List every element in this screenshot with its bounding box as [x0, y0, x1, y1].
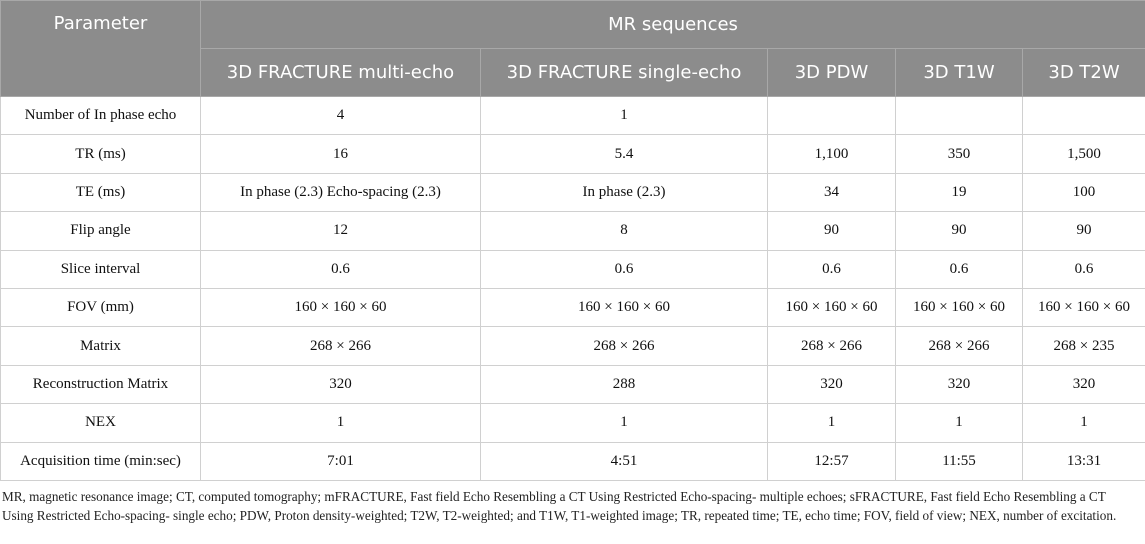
cell: 1,500	[1021, 134, 1145, 174]
cell: 320	[1021, 364, 1145, 405]
table-row: Slice interval 0.6 0.6 0.6 0.6 0.6	[0, 249, 1145, 289]
cell: 320	[767, 364, 896, 405]
cell: 90	[767, 211, 896, 251]
row-label: Acquisition time (min:sec)	[0, 441, 201, 481]
cell: 268 × 266	[767, 326, 896, 366]
table-row: FOV (mm) 160 × 160 × 60 160 × 160 × 60 160 …	[0, 287, 1145, 328]
cell: 320	[895, 364, 1023, 405]
cell: 1	[480, 95, 768, 136]
cell: 268 × 266	[895, 326, 1023, 366]
cell: 4:51	[480, 441, 768, 481]
table-row: Flip angle 12 8 90 90 90	[0, 211, 1145, 251]
cell	[767, 95, 896, 136]
table-row: Matrix 268 × 266 268 × 266 268 × 266 268 × 2…	[0, 326, 1145, 366]
cell: 160 × 160 × 60	[200, 287, 481, 328]
cell: 268 × 266	[200, 326, 481, 366]
footnote: MR, magnetic resonance image; CT, comput…	[2, 488, 1117, 523]
cell: 160 × 160 × 60	[480, 287, 768, 328]
row-label: Matrix	[0, 326, 201, 366]
row-label: Number of In phase echo	[0, 95, 201, 136]
column-header: 3D FRACTURE single-echo	[480, 48, 768, 97]
cell	[1021, 95, 1145, 136]
cell: 0.6	[480, 249, 768, 289]
cell: 90	[895, 211, 1023, 251]
cell: In phase (2.3)	[480, 172, 768, 213]
cell: 34	[767, 172, 896, 213]
row-label: TR (ms)	[0, 134, 201, 174]
cell: 19	[895, 172, 1023, 213]
cell: 16	[200, 134, 481, 174]
cell: 160 × 160 × 60	[895, 287, 1023, 328]
cell: 268 × 235	[1021, 326, 1145, 366]
parameters-table: Parameter MR sequences 3D FRACTURE multi…	[0, 0, 1145, 481]
cell: 1	[200, 403, 481, 443]
cell: 1	[1021, 403, 1145, 443]
cell: 0.6	[200, 249, 481, 289]
cell: 90	[1021, 211, 1145, 251]
cell: 350	[895, 134, 1023, 174]
cell: 1	[767, 403, 896, 443]
row-label: Reconstruction Matrix	[0, 364, 201, 405]
cell: 0.6	[895, 249, 1023, 289]
cell	[895, 95, 1023, 136]
cell: 12:57	[767, 441, 896, 481]
row-label: Slice interval	[0, 249, 201, 289]
cell: 288	[480, 364, 768, 405]
row-label: Flip angle	[0, 211, 201, 251]
cell: 7:01	[200, 441, 481, 481]
table-row: TE (ms) In phase (2.3) Echo-spacing (2.3)…	[0, 172, 1145, 213]
column-header: 3D T2W	[1021, 48, 1145, 97]
table-row: TR (ms) 16 5.4 1,100 350 1,500	[0, 134, 1145, 174]
column-header: 3D FRACTURE multi-echo	[200, 48, 481, 97]
cell: 1,100	[767, 134, 896, 174]
cell: 100	[1021, 172, 1145, 213]
cell: 0.6	[767, 249, 896, 289]
cell: 0.6	[1021, 249, 1145, 289]
table-row: Number of In phase echo 4 1	[0, 95, 1145, 136]
cell: 160 × 160 × 60	[1021, 287, 1145, 328]
cell: 13:31	[1021, 441, 1145, 481]
table-row: Acquisition time (min:sec) 7:01 4:51 12:57 1…	[0, 441, 1145, 481]
cell: 268 × 266	[480, 326, 768, 366]
cell: 320	[200, 364, 481, 405]
cell: 160 × 160 × 60	[767, 287, 896, 328]
cell: 5.4	[480, 134, 768, 174]
row-label: TE (ms)	[0, 172, 201, 213]
cell: 11:55	[895, 441, 1023, 481]
column-header: 3D PDW	[767, 48, 896, 97]
table-row: Reconstruction Matrix 320 288 320 320 320	[0, 364, 1145, 405]
cell: 8	[480, 211, 768, 251]
cell: 1	[480, 403, 768, 443]
column-header: 3D T1W	[895, 48, 1023, 97]
cell: 12	[200, 211, 481, 251]
table-row: NEX 1 1 1 1 1	[0, 403, 1145, 443]
group-header: MR sequences	[199, 0, 1145, 49]
parameter-header: Parameter	[0, 0, 201, 97]
row-label: NEX	[0, 403, 201, 443]
cell: 4	[200, 95, 481, 136]
row-label: FOV (mm)	[0, 287, 201, 328]
cell: 1	[895, 403, 1023, 443]
cell: In phase (2.3) Echo-spacing (2.3)	[200, 172, 481, 213]
